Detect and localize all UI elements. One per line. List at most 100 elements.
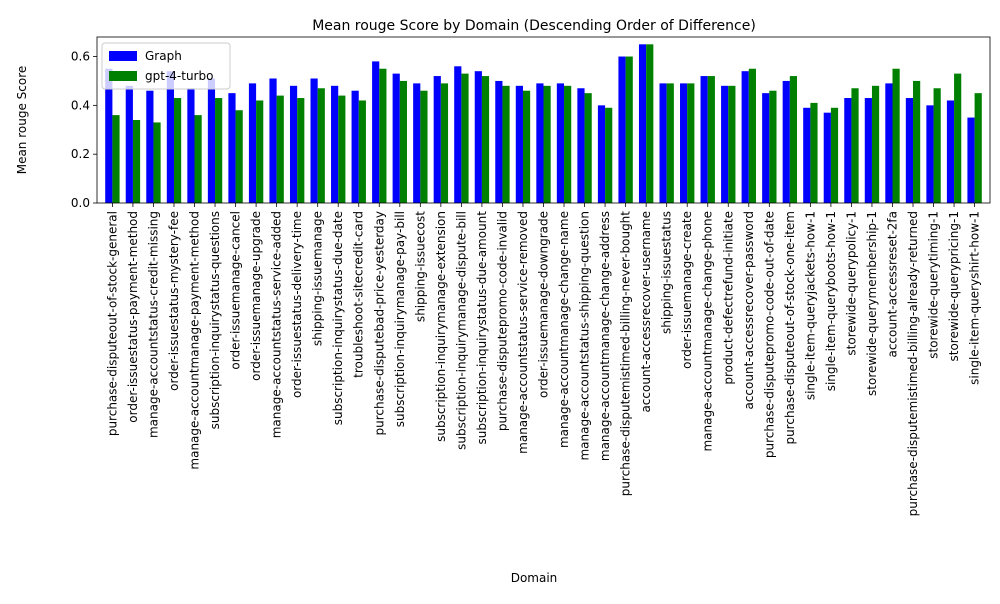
y-axis-label: Mean rouge Score	[15, 66, 29, 175]
x-tick-label: subscription-inquirymanage-extension	[434, 211, 448, 442]
x-tick-label: subscription-inquirystatus-due-date	[331, 211, 345, 425]
x-tick-label: product-defectrefund-initiate	[721, 211, 735, 385]
bar-graph-3	[166, 71, 174, 204]
bar-gpt-4-turbo-21	[543, 85, 551, 203]
bar-gpt-4-turbo-34	[810, 102, 818, 203]
x-tick-label: single-item-queryjackets-how-1	[803, 211, 817, 400]
bar-graph-34	[803, 107, 811, 203]
bar-graph-25	[618, 56, 626, 203]
legend-swatch-gpt-4-turbo	[109, 71, 137, 81]
bar-gpt-4-turbo-24	[605, 107, 613, 203]
bar-graph-31	[741, 71, 749, 204]
bar-graph-19	[495, 80, 503, 203]
bar-graph-36	[844, 98, 852, 203]
x-tick-label: subscription-inquirymanage-dispute-bill	[454, 211, 468, 450]
x-tick-label: manage-accountmanage-change-address	[598, 211, 612, 461]
bar-graph-14	[392, 73, 400, 204]
bar-gpt-4-turbo-9	[297, 98, 305, 203]
bar-graph-21	[536, 83, 544, 203]
bar-graph-9	[289, 85, 298, 203]
x-tick-label: troubleshoot-sitecredit-card	[352, 211, 366, 378]
bars-layer	[105, 44, 982, 204]
bar-gpt-4-turbo-31	[748, 68, 756, 204]
x-tick-label: manage-accountmanage-change-name	[557, 211, 571, 448]
x-tick-label: order-issuemanage-upgrade	[249, 211, 263, 381]
bar-gpt-4-turbo-40	[933, 88, 941, 203]
bar-gpt-4-turbo-8	[276, 95, 284, 203]
bar-gpt-4-turbo-23	[584, 93, 592, 203]
bar-graph-1	[125, 85, 133, 203]
x-tick-label: subscription-inquirymanage-pay-bill	[393, 211, 407, 427]
x-tick-label: storewide-querypricing-1	[947, 211, 961, 361]
y-tick-label: 0.6	[71, 50, 90, 64]
bar-graph-7	[248, 83, 257, 203]
x-tick-label: manage-accountstatus-shipping-question	[578, 211, 592, 461]
bar-gpt-4-turbo-4	[194, 115, 202, 203]
bar-gpt-4-turbo-25	[625, 56, 633, 203]
bar-gpt-4-turbo-5	[215, 98, 223, 203]
x-tick-label: storewide-querytiming-1	[927, 211, 941, 359]
bar-gpt-4-turbo-35	[830, 107, 839, 203]
y-tick-label: 0.4	[71, 98, 90, 112]
bar-graph-33	[782, 80, 790, 203]
x-tick-label: manage-accountmanage-payment-method	[188, 211, 202, 470]
bar-graph-38	[885, 83, 893, 203]
bar-gpt-4-turbo-30	[728, 85, 736, 203]
x-tick-label: storewide-querypolicy-1	[844, 211, 858, 356]
bar-gpt-4-turbo-42	[974, 93, 982, 203]
bar-graph-42	[967, 117, 975, 203]
bar-graph-5	[207, 78, 216, 203]
bar-graph-27	[659, 83, 667, 203]
x-tick-label: order-issuemanage-downgrade	[537, 211, 551, 398]
bar-gpt-4-turbo-12	[358, 100, 366, 203]
bar-graph-16	[433, 76, 441, 203]
bar-graph-4	[187, 88, 195, 203]
x-tick-label: account-accessrecover-username	[639, 211, 653, 413]
x-tick-label: single-item-queryboots-how-1	[824, 211, 838, 391]
x-tick-label: manage-accountstatus-service-added	[270, 211, 284, 438]
bar-gpt-4-turbo-13	[379, 68, 387, 204]
bar-graph-8	[269, 78, 277, 203]
chart-title: Mean rouge Score by Domain (Descending O…	[312, 18, 756, 34]
bar-graph-35	[823, 112, 831, 203]
bar-gpt-4-turbo-27	[666, 83, 674, 203]
x-axis-label: Domain	[511, 571, 558, 585]
axes-layer: 0.0 0.2 0.4 0.6 purchase-disputeout-of-stock…	[71, 36, 991, 516]
x-tick-label: shipping-issuestatus	[660, 211, 674, 334]
bar-graph-28	[680, 83, 688, 203]
y-tick-label: 0.0	[71, 196, 90, 210]
bar-gpt-4-turbo-33	[789, 76, 798, 203]
bar-graph-22	[556, 83, 565, 203]
x-tick-label: subscription-inquirystatus-due-amount	[475, 211, 489, 445]
bar-graph-37	[864, 98, 872, 203]
bar-gpt-4-turbo-6	[235, 110, 243, 203]
bar-gpt-4-turbo-15	[420, 90, 428, 203]
bar-graph-32	[762, 93, 770, 203]
x-tick-label: manage-accountstatus-service-removed	[516, 211, 530, 454]
bar-gpt-4-turbo-32	[769, 90, 777, 203]
x-tick-label: order-issuemanage-create	[680, 211, 694, 369]
bar-gpt-4-turbo-3	[173, 98, 182, 203]
x-tick-label: purchase-disputemistimed-billing-never-b…	[619, 211, 633, 497]
bar-graph-24	[597, 105, 606, 203]
bar-gpt-4-turbo-41	[954, 73, 962, 204]
legend-label-graph: Graph	[145, 49, 182, 63]
x-tick-label: shipping-issuemanage	[311, 211, 325, 346]
x-tick-label: purchase-disputepromo-code-invalid	[495, 211, 509, 431]
bar-graph-11	[331, 85, 339, 203]
x-tick-label: order-issuestatus-delivery-time	[290, 211, 304, 398]
bar-graph-26	[638, 44, 647, 203]
x-tick-label: purchase-disputeout-of-stock-one-item	[783, 211, 797, 445]
x-tick-label: single-item-queryshirt-how-1	[968, 211, 982, 385]
bar-graph-39	[905, 98, 914, 203]
bar-gpt-4-turbo-19	[502, 85, 510, 203]
bar-graph-18	[474, 71, 482, 204]
x-tick-label: purchase-disputebad-price-yesterday	[372, 211, 386, 435]
bar-graph-13	[372, 61, 380, 203]
bar-gpt-4-turbo-11	[338, 95, 346, 203]
bar-graph-17	[454, 66, 462, 203]
bar-gpt-4-turbo-1	[132, 120, 141, 203]
x-tick-label: manage-accountmanage-change-phone	[701, 211, 715, 452]
x-tick-label: storewide-querymembership-1	[865, 211, 879, 396]
